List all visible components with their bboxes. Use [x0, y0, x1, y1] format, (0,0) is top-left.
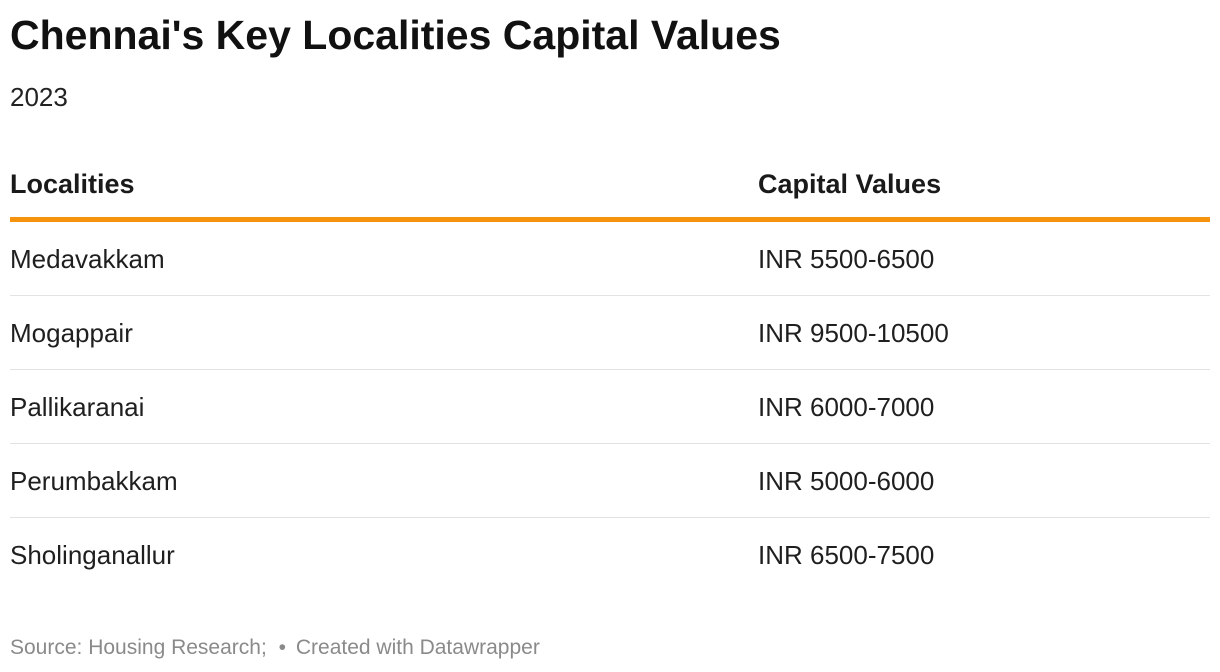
data-table: Localities Capital Values Medavakkam INR …: [10, 163, 1210, 592]
table-row: Medavakkam INR 5500-6500: [10, 222, 1210, 296]
table-row: Perumbakkam INR 5000-6000: [10, 444, 1210, 518]
column-header-localities[interactable]: Localities: [10, 169, 135, 199]
column-header-capital-values[interactable]: Capital Values: [758, 169, 942, 199]
capital-value-cell: INR 5000-6000: [758, 465, 935, 496]
locality-cell: Medavakkam: [10, 243, 165, 274]
table-row: Pallikaranai INR 6000-7000: [10, 370, 1210, 444]
locality-cell: Perumbakkam: [10, 465, 178, 496]
locality-cell: Pallikaranai: [10, 391, 145, 422]
datawrapper-credit[interactable]: Created with Datawrapper: [295, 636, 540, 659]
capital-value-cell: INR 6000-7000: [758, 391, 935, 422]
source-note: Source: Housing Research;: [10, 636, 267, 659]
locality-cell: Sholinganallur: [10, 540, 175, 570]
table-row: Sholinganallur INR 6500-7500: [10, 518, 1210, 592]
capital-value-cell: INR 5500-6500: [758, 243, 935, 274]
locality-cell: Mogappair: [10, 317, 133, 348]
chart-title: Chennai's Key Localities Capital Values: [10, 12, 781, 58]
capital-value-cell: INR 6500-7500: [758, 540, 935, 570]
footer-separator: •: [278, 636, 287, 659]
capital-value-cell: INR 9500-10500: [758, 317, 949, 348]
chart-footer: Source: Housing Research; • Created with…: [10, 636, 540, 660]
table-header: Localities Capital Values: [10, 163, 1210, 222]
table-row: Mogappair INR 9500-10500: [10, 296, 1210, 370]
table-body: Medavakkam INR 5500-6500 Mogappair INR 9500…: [10, 222, 1210, 592]
chart-subtitle: 2023: [10, 82, 68, 112]
